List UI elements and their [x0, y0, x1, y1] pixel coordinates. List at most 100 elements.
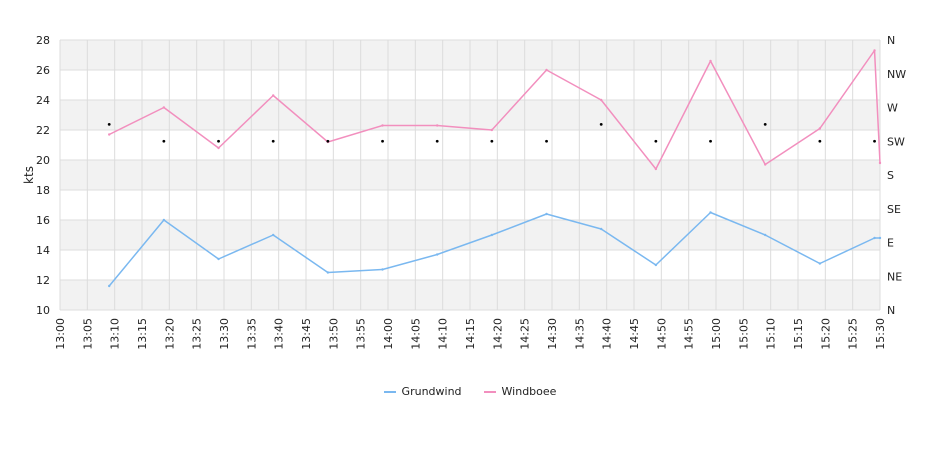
y-tick-label: 26: [36, 64, 50, 77]
data-point: [108, 133, 111, 136]
direction-point: [490, 139, 494, 143]
data-point: [764, 163, 767, 166]
direction-point: [709, 139, 712, 143]
data-point: [272, 233, 275, 237]
legend: Grundwind Windboee: [0, 385, 940, 398]
x-tick-label: 13:10: [109, 318, 122, 350]
data-point: [878, 161, 882, 165]
x-tick-label: 13:25: [191, 318, 204, 350]
data-point: [272, 94, 275, 97]
x-tick-label: 14:55: [683, 318, 696, 350]
x-tick-label: 13:30: [218, 318, 231, 350]
data-point: [326, 271, 330, 274]
x-tick-label: 15:30: [874, 318, 887, 350]
direction-axis-label: SE: [887, 203, 901, 216]
data-point: [764, 233, 767, 237]
y-tick-label: 28: [36, 34, 50, 47]
data-point: [162, 106, 166, 109]
x-tick-label: 13:35: [245, 318, 258, 350]
x-tick-label: 14:05: [409, 318, 422, 350]
data-point: [818, 262, 822, 265]
data-point: [545, 212, 548, 216]
legend-swatch: [383, 390, 396, 393]
data-point: [162, 218, 166, 222]
y-tick-label: 20: [36, 154, 50, 167]
y-axis-title: kts: [22, 166, 36, 184]
y-tick-label: 12: [36, 274, 50, 287]
data-point: [878, 236, 882, 240]
data-point: [490, 128, 494, 132]
data-point: [381, 268, 384, 271]
x-tick-label: 14:00: [382, 318, 395, 350]
direction-point: [271, 139, 275, 143]
x-tick-label: 14:20: [491, 318, 504, 350]
data-point: [873, 49, 876, 52]
data-point: [436, 124, 439, 127]
y-tick-label: 10: [36, 304, 50, 317]
data-point: [600, 98, 603, 102]
direction-point: [818, 139, 822, 143]
y-tick-label: 16: [36, 214, 50, 227]
y-tick-label: 22: [36, 124, 50, 137]
x-tick-label: 15:05: [737, 318, 750, 350]
y-tick-label: 18: [36, 184, 50, 197]
x-tick-label: 15:10: [765, 318, 778, 350]
direction-axis-label: SW: [887, 135, 905, 148]
x-tick-label: 15:15: [792, 318, 805, 350]
direction-point: [107, 122, 111, 126]
direction-point: [599, 122, 603, 126]
direction-point: [435, 139, 439, 143]
x-tick-label: 14:45: [628, 318, 641, 350]
series-line: [108, 49, 881, 170]
x-tick-label: 14:30: [546, 318, 559, 350]
legend-swatch: [483, 390, 496, 393]
x-tick-label: 14:25: [519, 318, 532, 350]
direction-point: [763, 122, 767, 126]
x-tick-label: 13:05: [81, 318, 94, 350]
x-tick-label: 14:50: [655, 318, 668, 350]
data-point: [490, 233, 494, 237]
direction-point: [326, 139, 330, 143]
data-point: [436, 253, 439, 256]
legend-item[interactable]: Grundwind: [383, 385, 462, 398]
x-tick-label: 14:40: [601, 318, 614, 350]
data-point: [217, 257, 220, 261]
x-tick-label: 14:10: [437, 318, 450, 350]
x-tick-label: 15:20: [819, 318, 832, 350]
data-point: [381, 124, 384, 127]
data-point: [709, 211, 712, 214]
x-tick-label: 13:40: [273, 318, 286, 350]
x-tick-label: 13:15: [136, 318, 149, 350]
legend-label: Grundwind: [401, 385, 462, 398]
x-tick-label: 13:55: [355, 318, 368, 350]
direction-point: [545, 139, 548, 143]
x-tick-label: 13:00: [54, 318, 67, 350]
direction-axis-label: S: [887, 169, 894, 182]
data-point: [654, 167, 658, 171]
direction-point: [162, 139, 166, 143]
direction-point: [873, 139, 876, 143]
direction-axis-label: NE: [887, 270, 902, 283]
direction-axis-label: N: [887, 34, 895, 47]
data-point: [600, 227, 603, 231]
y-tick-label: 24: [36, 94, 50, 107]
data-point: [217, 146, 220, 150]
direction-point: [654, 139, 658, 143]
x-tick-label: 14:15: [464, 318, 477, 350]
data-point: [545, 68, 548, 72]
direction-axis-label: W: [887, 102, 898, 115]
direction-axis-label: E: [887, 237, 894, 250]
direction-axis-label: NW: [887, 68, 906, 81]
y-tick-label: 14: [36, 244, 50, 257]
x-tick-label: 13:20: [163, 318, 176, 350]
x-tick-label: 14:35: [573, 318, 586, 350]
data-point: [818, 127, 822, 130]
data-point: [709, 59, 712, 63]
data-point: [654, 263, 658, 267]
x-tick-label: 15:00: [710, 318, 723, 350]
direction-point: [217, 139, 220, 143]
legend-item[interactable]: Windboee: [483, 385, 556, 398]
x-tick-label: 15:25: [847, 318, 860, 350]
